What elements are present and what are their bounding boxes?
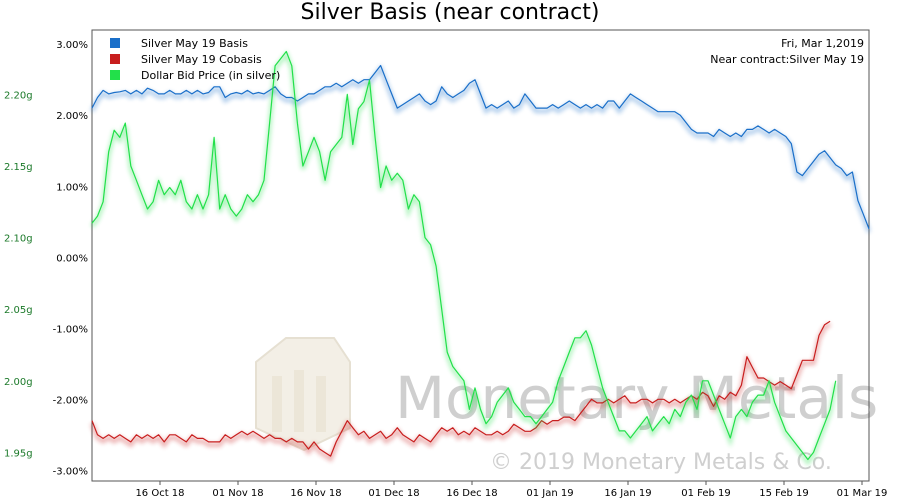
right-tick-label: 2.05g — [4, 305, 33, 316]
series-1 — [90, 320, 832, 463]
x-tick-label: 16 Nov 18 — [290, 488, 341, 499]
left-axis: 3.00% 2.00% 1.00% 0.00% -1.00% -2.00% -3.00% — [53, 40, 88, 477]
left-tick-label: -2.00% — [53, 395, 88, 406]
watermark-logo — [255, 337, 351, 452]
x-tick-label: 01 Feb 19 — [681, 488, 731, 499]
x-tick-label: 01 Nov 18 — [212, 488, 263, 499]
series-line — [91, 64, 870, 230]
legend: Silver May 19 Basis Silver May 19 Cobasi… — [110, 37, 280, 82]
watermark-copyright: © 2019 Monetary Metals & Co. — [490, 450, 832, 475]
x-axis: 16 Oct 18 01 Nov 18 16 Nov 18 01 Dec 18 16 D… — [135, 481, 887, 499]
x-tick-label: 01 Jan 19 — [526, 488, 573, 499]
x-tick-label: 16 Jan 19 — [604, 488, 651, 499]
right-tick-label: 1.95g — [4, 448, 33, 459]
legend-swatch-dollar — [110, 70, 120, 80]
info-date: Fri, Mar 1,2019 — [781, 37, 864, 50]
left-tick-label: -1.00% — [53, 324, 88, 335]
legend-label-basis: Silver May 19 Basis — [141, 37, 248, 50]
left-tick-label: 3.00% — [56, 40, 88, 51]
left-tick-label: 2.00% — [56, 111, 88, 122]
x-tick-label: 16 Oct 18 — [135, 488, 184, 499]
series-line-glow — [90, 64, 871, 233]
series-line — [91, 50, 837, 461]
right-tick-label: 2.00g — [4, 377, 33, 388]
left-tick-label: 0.00% — [56, 253, 88, 264]
x-tick-label: 01 Mar 19 — [837, 488, 888, 499]
series-line-glow — [90, 322, 832, 463]
info-contract: Near contract:Silver May 19 — [710, 53, 864, 66]
left-tick-label: -3.00% — [53, 466, 88, 477]
legend-label-dollar: Dollar Bid Price (in silver) — [141, 69, 280, 82]
x-tick-label: 16 Dec 18 — [446, 488, 497, 499]
series-line — [91, 320, 831, 457]
x-tick-label: 01 Dec 18 — [368, 488, 419, 499]
chart-title: Silver Basis (near contract) — [301, 0, 600, 25]
info-box: Fri, Mar 1,2019 Near contract:Silver May… — [710, 37, 864, 66]
right-axis: 2.20g 2.15g 2.10g 2.05g 2.00g 1.95g — [4, 90, 33, 459]
legend-swatch-basis — [110, 38, 120, 48]
right-tick-label: 2.20g — [4, 90, 33, 101]
series-2 — [90, 50, 838, 466]
x-tick-label: 15 Feb 19 — [759, 488, 809, 499]
left-tick-label: 1.00% — [56, 182, 88, 193]
right-tick-label: 2.10g — [4, 234, 33, 245]
right-tick-label: 2.15g — [4, 162, 33, 173]
series-layer — [90, 50, 871, 466]
plot-area — [91, 29, 870, 482]
series-0 — [90, 64, 871, 233]
legend-swatch-cobasis — [110, 54, 120, 64]
legend-label-cobasis: Silver May 19 Cobasis — [141, 53, 262, 66]
